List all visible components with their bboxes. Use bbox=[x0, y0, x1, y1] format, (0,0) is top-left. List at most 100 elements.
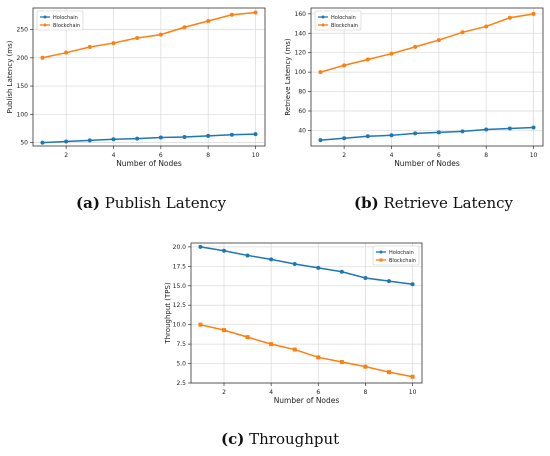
data-point bbox=[135, 35, 140, 40]
series-line bbox=[42, 11, 256, 59]
y-tick-label: 150 bbox=[17, 83, 29, 90]
legend-label: Holochain bbox=[53, 15, 78, 21]
x-tick-label: 10 bbox=[530, 152, 538, 159]
data-point bbox=[531, 11, 536, 16]
data-point bbox=[436, 38, 441, 43]
data-point bbox=[507, 126, 512, 131]
legend-label: Blockchain bbox=[389, 258, 416, 264]
y-axis-label: Publish Latency (ms) bbox=[6, 40, 14, 113]
x-tick-label: 6 bbox=[159, 152, 163, 159]
plot-frame bbox=[190, 242, 423, 384]
chart-2: 2 4 6 8 10 2.5 5.0 7.5 10.0 12.5 15.0 17.5 20.0 Numbe… bbox=[164, 242, 423, 405]
data-point bbox=[253, 10, 258, 15]
caption-b-text: Retrieve Latency bbox=[383, 194, 513, 212]
y-tick-label: 250 bbox=[17, 26, 29, 33]
y-tick-label: 12.5 bbox=[173, 302, 187, 309]
data-point bbox=[363, 364, 368, 369]
series-0 bbox=[40, 132, 258, 145]
data-point bbox=[245, 335, 250, 340]
legend: Holochain Blockchain bbox=[372, 245, 420, 266]
x-tick-label: 6 bbox=[437, 152, 441, 159]
data-point bbox=[229, 12, 234, 17]
data-point bbox=[389, 51, 394, 56]
legend-marker bbox=[379, 258, 383, 262]
y-tick-label: 200 bbox=[17, 55, 29, 62]
x-tick-label: 4 bbox=[269, 389, 273, 396]
series-line bbox=[320, 126, 534, 141]
series-line bbox=[320, 13, 534, 73]
data-point bbox=[318, 70, 323, 75]
data-point bbox=[436, 130, 441, 135]
data-point bbox=[413, 131, 418, 136]
x-axis-label: Number of Nodes bbox=[116, 159, 182, 168]
data-point bbox=[365, 134, 370, 139]
data-point bbox=[229, 132, 234, 137]
data-point bbox=[413, 44, 418, 49]
x-tick-label: 8 bbox=[364, 389, 368, 396]
data-point bbox=[253, 132, 258, 137]
data-point bbox=[269, 257, 274, 262]
series-1 bbox=[198, 322, 415, 379]
data-point bbox=[269, 342, 274, 347]
y-tick-label: 20.0 bbox=[173, 244, 187, 251]
legend-marker bbox=[43, 23, 47, 27]
plot-frame bbox=[32, 7, 266, 147]
x-tick-label: 4 bbox=[390, 152, 394, 159]
data-point bbox=[64, 139, 69, 144]
legend-label: Holochain bbox=[389, 250, 414, 256]
data-point bbox=[363, 276, 368, 280]
x-tick-label: 10 bbox=[409, 389, 417, 396]
series-line bbox=[200, 323, 413, 378]
data-point bbox=[222, 328, 226, 333]
data-point bbox=[158, 32, 163, 37]
data-point bbox=[484, 24, 489, 29]
data-point bbox=[484, 127, 489, 132]
data-point bbox=[387, 279, 391, 284]
y-axis-label: Retrieve Latency (ms) bbox=[284, 38, 292, 115]
caption-a-text: Publish Latency bbox=[104, 194, 227, 212]
data-point bbox=[182, 134, 187, 139]
caption-b-letter: (b) bbox=[354, 194, 379, 212]
data-point bbox=[387, 370, 391, 375]
y-tick-label: 120 bbox=[295, 50, 307, 57]
y-tick-label: 100 bbox=[295, 69, 307, 76]
series-0 bbox=[198, 244, 415, 287]
caption-c-letter: (c) bbox=[221, 430, 245, 448]
data-point bbox=[410, 374, 415, 379]
x-tick-label: 8 bbox=[206, 152, 210, 159]
y-tick-label: 60 bbox=[298, 108, 306, 115]
data-point bbox=[135, 136, 140, 141]
series-1 bbox=[318, 11, 536, 75]
legend-label: Blockchain bbox=[331, 23, 358, 29]
y-tick-label: 7.5 bbox=[176, 341, 186, 348]
data-point bbox=[206, 133, 211, 138]
y-tick-label: 50 bbox=[20, 140, 28, 147]
data-point bbox=[206, 19, 211, 24]
caption-c-text: Throughput bbox=[249, 430, 340, 448]
data-point bbox=[318, 138, 323, 143]
data-point bbox=[40, 140, 45, 145]
data-point bbox=[531, 125, 536, 130]
chart-0: 2 4 6 8 10 50 100 150 200 250 Number of Nodes Publi… bbox=[6, 7, 266, 168]
y-tick-label: 100 bbox=[17, 111, 29, 118]
data-point bbox=[245, 253, 250, 258]
x-tick-label: 6 bbox=[316, 389, 320, 396]
legend-label: Holochain bbox=[331, 15, 356, 21]
y-axis-label: Throughput (TPS) bbox=[164, 282, 172, 345]
x-tick-label: 2 bbox=[342, 152, 346, 159]
data-point bbox=[198, 244, 203, 249]
legend: Holochain Blockchain bbox=[314, 10, 362, 31]
data-point bbox=[87, 45, 92, 50]
series-1 bbox=[40, 10, 258, 60]
data-point bbox=[40, 55, 45, 60]
data-point bbox=[158, 135, 163, 140]
data-point bbox=[365, 57, 370, 62]
caption-c: (c) Throughput bbox=[221, 430, 339, 448]
x-tick-label: 10 bbox=[252, 152, 260, 159]
y-tick-label: 10.0 bbox=[173, 322, 187, 329]
legend-marker bbox=[43, 15, 47, 19]
data-point bbox=[111, 41, 116, 46]
data-point bbox=[389, 133, 394, 138]
y-tick-label: 80 bbox=[298, 89, 306, 96]
